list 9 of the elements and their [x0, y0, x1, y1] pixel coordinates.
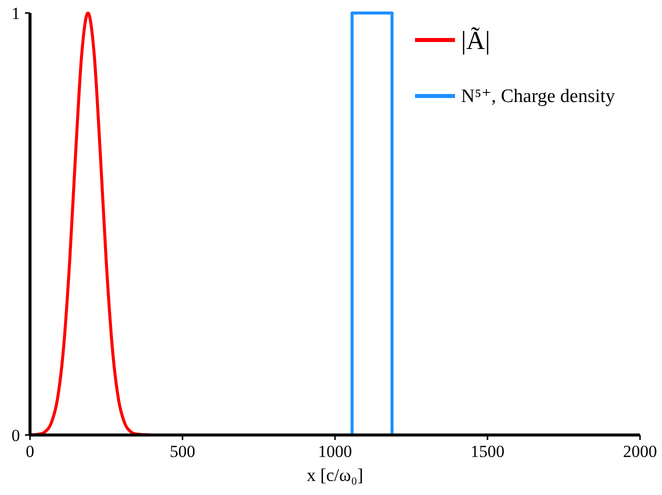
y-tick-label: 1 — [12, 4, 20, 23]
legend-label: N⁵⁺, Charge density — [461, 86, 616, 107]
x-axis-title: x [c/ω₀] — [306, 465, 364, 485]
legend-label: |Ã| — [461, 26, 490, 55]
x-tick-label: 1000 — [318, 442, 352, 461]
x-tick-label: 500 — [170, 442, 196, 461]
x-tick-label: 2000 — [623, 442, 657, 461]
x-tick-label: 1500 — [470, 442, 504, 461]
x-tick-label: 0 — [26, 442, 34, 461]
